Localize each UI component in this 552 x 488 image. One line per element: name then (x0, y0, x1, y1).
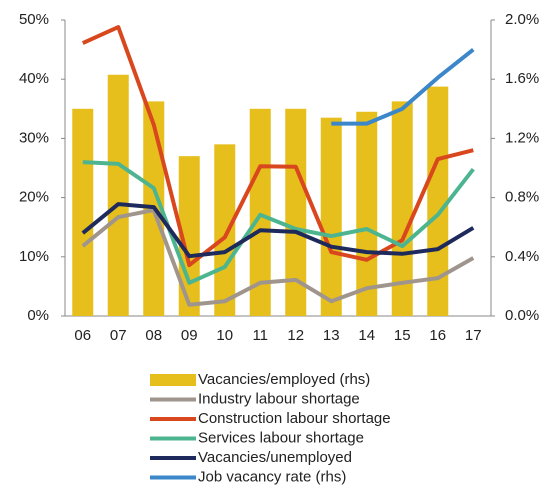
line (81, 202, 475, 259)
bar (214, 144, 236, 316)
legend-label: Job vacancy rate (rhs) (198, 468, 346, 485)
bar (249, 108, 271, 316)
bar (107, 74, 129, 316)
y2-tick-label: 1.2% (505, 129, 539, 146)
x-tick-label: 13 (323, 327, 340, 344)
y2-tick-label: 1.6% (505, 70, 539, 87)
y2-tick-label: 0.8% (505, 189, 539, 206)
y2-tick-label: 0.4% (505, 248, 539, 265)
bar (178, 156, 200, 316)
x-tick-label: 07 (110, 327, 127, 344)
y-tick-label: 20% (19, 189, 49, 206)
line (81, 208, 475, 307)
bar (72, 108, 94, 316)
y2-tick-label: 0.0% (505, 307, 539, 324)
x-tick-label: 16 (429, 327, 446, 344)
x-tick-label: 14 (358, 327, 375, 344)
bar (427, 86, 449, 316)
y-tick-label: 10% (19, 248, 49, 265)
x-tick-label: 12 (287, 327, 304, 344)
legend-label: Vacancies/unemployed (198, 449, 352, 466)
line (82, 160, 475, 285)
x-tick-label: 17 (465, 327, 482, 344)
y-tick-label: 0% (27, 307, 49, 324)
x-tick-label: 10 (216, 327, 233, 344)
legend-label: Services labour shortage (198, 429, 364, 446)
x-tick-label: 06 (74, 327, 91, 344)
y2-tick-label: 2.0% (505, 11, 539, 28)
legend-swatch (150, 374, 196, 386)
bar (356, 111, 378, 316)
x-tick-label: 15 (394, 327, 411, 344)
legend-label: Vacancies/employed (rhs) (198, 371, 370, 388)
legend-label: Construction labour shortage (198, 410, 391, 427)
x-tick-label: 09 (181, 327, 198, 344)
legend-label: Industry labour shortage (198, 390, 360, 407)
bar (285, 108, 307, 316)
x-tick-label: 11 (252, 327, 268, 344)
y-tick-label: 30% (19, 129, 49, 146)
y-tick-label: 50% (19, 11, 49, 28)
bar (391, 101, 413, 317)
line (331, 48, 475, 126)
x-tick-label: 08 (145, 327, 162, 344)
line (81, 25, 474, 268)
y-tick-label: 40% (19, 70, 49, 87)
bar (320, 117, 342, 317)
